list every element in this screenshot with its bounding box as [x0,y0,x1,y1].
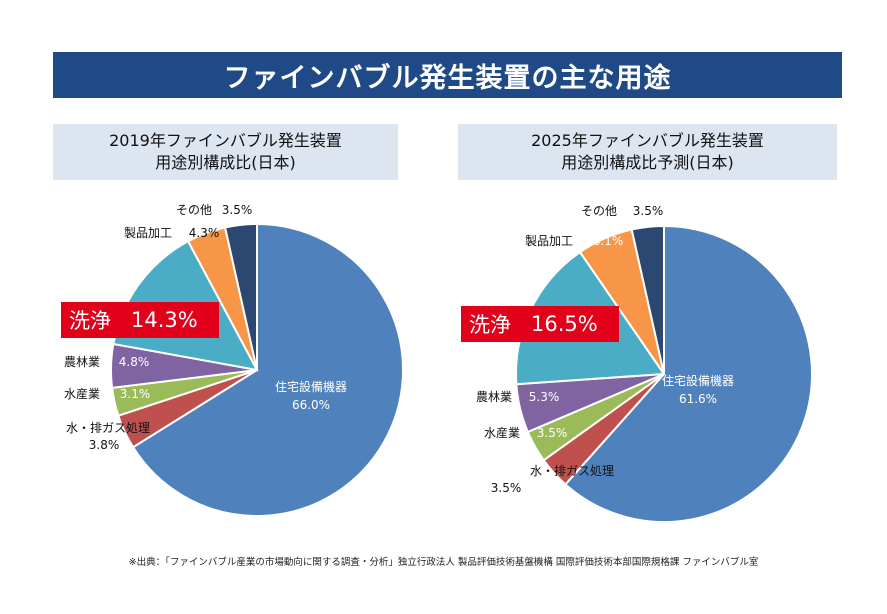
label-2025-fisheries-name: 水産業 [484,425,520,440]
label-2019-housing-equipment-value: 66.0% [292,398,330,412]
label-2019-housing-equipment-name: 住宅設備機器 [275,379,347,394]
chart-title-2019: 2019年ファインバブル発生装置 用途別構成比(日本) [53,124,398,180]
label-2019-other-value: 3.5% [222,203,253,217]
label-2025-other-name: その他 [581,204,617,218]
label-2025-housing-equipment-name: 住宅設備機器 [662,373,734,388]
callout-washing-2019-value: 14.3% [131,308,198,332]
label-2025-agriculture-forestry-value: 5.3% [529,390,560,404]
chart-title-2025-line2: 用途別構成比予測(日本) [561,153,734,172]
callout-washing-2019: 洗浄 14.3% [61,302,219,338]
callout-washing-2025-label: 洗浄 [469,313,511,337]
chart-title-2019-line1: 2019年ファインバブル発生装置 [109,131,342,150]
label-2025-housing-equipment-value: 61.6% [679,392,717,406]
label-2019-product-processing-value: 4.3% [189,226,220,240]
label-2019-water-exhaust-treatment-name: 水・排ガス処理 [66,421,150,435]
label-2025-water-exhaust-treatment-value: 3.5% [491,481,522,495]
label-2025-agriculture-forestry-name: 農林業 [476,390,512,404]
label-2025-other-value: 3.5% [633,204,664,218]
callout-washing-2019-label: 洗浄 [69,309,111,333]
chart-title-2019-line2: 用途別構成比(日本) [155,153,296,172]
chart-title-2025: 2025年ファインバブル発生装置 用途別構成比予測(日本) [458,124,837,180]
pie-slice-2025-other [630,224,665,375]
label-2019-fisheries-name: 水産業 [64,386,100,401]
source-footnote: ※出典：「ファインバブル産業の市場動向に関する調査・分析」独立行政法人 製品評価… [128,557,759,568]
label-2019-water-exhaust-treatment-value: 3.8% [89,438,120,452]
pie-slice-2025-housing-equipment [564,224,813,523]
label-2019-fisheries-value: 3.1% [120,387,151,401]
pie-slice-2019-other [223,222,258,371]
label-2019-agriculture-forestry-value: 4.8% [119,355,150,369]
callout-washing-2025: 洗浄 16.5% [461,306,619,342]
callout-washing-2025-value: 16.5% [531,312,598,336]
chart-title-2025-line1: 2025年ファインバブル発生装置 [531,131,764,150]
label-2025-product-processing-name: 製品加工 [525,234,573,248]
label-2019-other-name: その他 [176,203,212,217]
pie-slice-2019-housing-equipment [131,222,404,517]
label-2025-water-exhaust-treatment-name: 水・排ガス処理 [530,464,614,478]
label-2025-fisheries-value: 3.5% [537,426,568,440]
label-2019-product-processing-name: 製品加工 [124,226,172,240]
label-2019-agriculture-forestry-name: 農林業 [64,355,100,369]
label-2025-product-processing-value: 6.1% [593,234,624,248]
main-title: ファインバブル発生装置の主な用途 [53,52,842,98]
